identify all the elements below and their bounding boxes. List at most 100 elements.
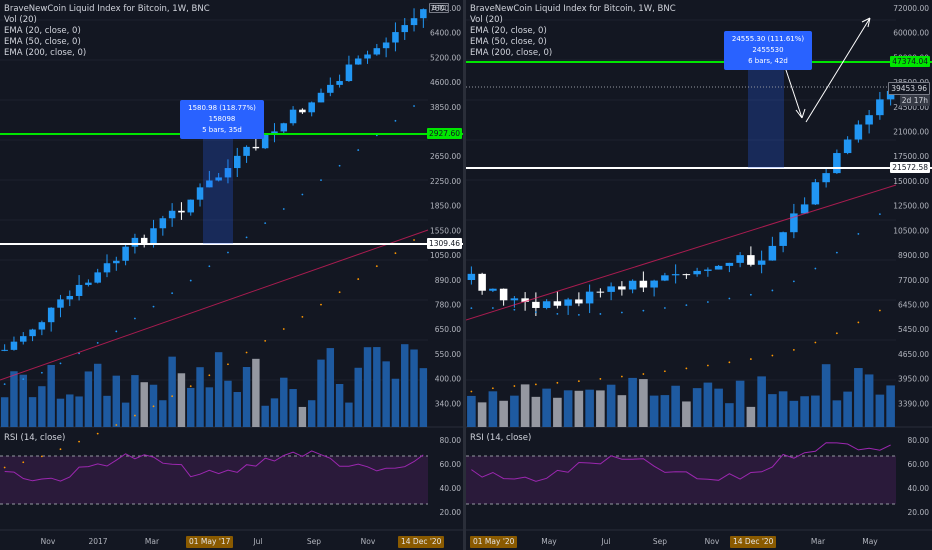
volume-bar bbox=[196, 367, 204, 427]
ema20-point bbox=[338, 164, 341, 167]
candle-body bbox=[478, 273, 486, 291]
time-axis-label: May bbox=[862, 537, 878, 546]
volume-bar bbox=[617, 395, 627, 427]
volume-bar bbox=[391, 378, 400, 427]
candle-body bbox=[308, 102, 315, 113]
volume-bar bbox=[47, 364, 55, 427]
candle-body bbox=[382, 42, 390, 49]
ema20-point bbox=[620, 311, 623, 314]
ema50-point bbox=[470, 390, 473, 393]
right-countdown-tag: 2d 17h bbox=[899, 95, 930, 106]
left-btc-badge: BTC bbox=[429, 3, 449, 13]
volume-bar bbox=[280, 377, 288, 427]
volume-bar bbox=[531, 396, 541, 427]
ema20-point bbox=[40, 371, 43, 374]
ema20-point bbox=[835, 251, 838, 254]
ema20-point bbox=[115, 330, 118, 333]
candle-body bbox=[66, 295, 74, 300]
volume-bar bbox=[682, 401, 691, 427]
price-axis-label: 400.00 bbox=[435, 375, 461, 384]
left-chart-pane[interactable]: 7600.006400.005200.004600.003850.003250.… bbox=[0, 0, 464, 550]
volume-bar bbox=[585, 389, 594, 427]
price-axis-label: 24500.00 bbox=[893, 103, 929, 112]
candle-body bbox=[159, 218, 167, 229]
candle-body bbox=[224, 168, 232, 178]
volume-bar bbox=[854, 368, 863, 427]
volume-bar bbox=[649, 395, 659, 427]
ema50-point bbox=[792, 349, 795, 351]
volume-bar bbox=[335, 383, 344, 427]
ema20-point bbox=[357, 149, 360, 151]
volume-bar bbox=[746, 406, 756, 427]
candle-body bbox=[553, 301, 562, 306]
ema20-point bbox=[134, 317, 136, 320]
price-axis-label: 550.00 bbox=[435, 350, 461, 359]
volume-bar bbox=[660, 395, 670, 427]
candle-body bbox=[499, 288, 508, 301]
ema50-point bbox=[152, 405, 155, 408]
candle-body bbox=[639, 280, 648, 288]
volume-bar bbox=[373, 347, 381, 427]
right-date-tag-end: 14 Dec '20 bbox=[730, 536, 777, 548]
right-measure-line1: 24555.30 (111.61%) 2455530 bbox=[731, 35, 805, 54]
volume-bar bbox=[606, 384, 616, 427]
ema50-point bbox=[413, 239, 415, 241]
volume-bar bbox=[596, 390, 605, 427]
ema50-point bbox=[706, 364, 709, 367]
candle-body bbox=[85, 282, 92, 285]
right-legend-ema200: EMA (200, close, 0) bbox=[470, 48, 553, 58]
ema20-point bbox=[470, 307, 473, 310]
ema50-point bbox=[642, 373, 645, 375]
ema20-point bbox=[792, 280, 795, 283]
volume-bar bbox=[261, 405, 269, 427]
ema50-point bbox=[599, 378, 602, 380]
volume-bar bbox=[38, 386, 46, 427]
rsi-axis-label: 40.00 bbox=[440, 484, 462, 493]
time-axis-label: Mar bbox=[145, 537, 160, 546]
candle-body bbox=[206, 180, 213, 188]
volume-bar bbox=[93, 363, 102, 427]
ema50-point bbox=[134, 414, 136, 417]
ema50-point bbox=[835, 332, 838, 335]
right-chart-pane[interactable]: 72000.0060000.0050000.0028500.0024500.00… bbox=[466, 0, 932, 550]
ema50-point bbox=[685, 367, 688, 370]
candle-body bbox=[596, 291, 605, 293]
left-measure-line2: 5 bars, 35d bbox=[202, 126, 242, 134]
candle-body bbox=[234, 155, 241, 169]
ema20-point bbox=[857, 233, 860, 235]
candle-body bbox=[373, 48, 381, 55]
ema20-point bbox=[663, 307, 666, 309]
price-axis-label: 17500.00 bbox=[893, 152, 929, 161]
ema50-point bbox=[878, 309, 881, 312]
candle-body bbox=[489, 288, 497, 291]
price-axis-label: 72000.00 bbox=[893, 4, 929, 13]
volume-bar bbox=[289, 389, 297, 427]
volume-bar bbox=[843, 391, 852, 427]
candle-body bbox=[392, 32, 399, 43]
volume-bar bbox=[563, 390, 573, 427]
ema50-point bbox=[394, 252, 397, 255]
ema50-point bbox=[22, 461, 25, 464]
ema50-point bbox=[577, 380, 580, 383]
volume-bar bbox=[187, 387, 195, 427]
pane-divider[interactable] bbox=[463, 0, 466, 550]
time-axis-label: Sep bbox=[653, 537, 667, 546]
left-measure-line1: 1580.98 (118.77%) 158098 bbox=[188, 104, 256, 123]
candle-body bbox=[618, 286, 626, 290]
ema20-point bbox=[171, 292, 174, 295]
candle-body bbox=[800, 204, 809, 214]
rsi-axis-label: 60.00 bbox=[440, 460, 462, 469]
price-axis-label: 6450.00 bbox=[898, 300, 929, 309]
left-chart-canvas[interactable]: 7600.006400.005200.004600.003850.003250.… bbox=[0, 0, 464, 550]
ema50-point bbox=[771, 354, 774, 357]
candle-body bbox=[187, 199, 194, 213]
left-legend-title: BraveNewCoin Liquid Index for Bitcoin, 1… bbox=[4, 4, 210, 14]
price-axis-label: 5450.00 bbox=[898, 325, 929, 334]
price-axis-label: 6400.00 bbox=[430, 29, 461, 38]
candle-body bbox=[757, 260, 766, 265]
right-legend-vol: Vol (20) bbox=[470, 15, 503, 25]
candle-body bbox=[865, 115, 873, 125]
right-chart-canvas[interactable]: 72000.0060000.0050000.0028500.0024500.00… bbox=[466, 0, 932, 550]
ema50-point bbox=[282, 328, 285, 330]
volume-bar bbox=[84, 371, 93, 427]
